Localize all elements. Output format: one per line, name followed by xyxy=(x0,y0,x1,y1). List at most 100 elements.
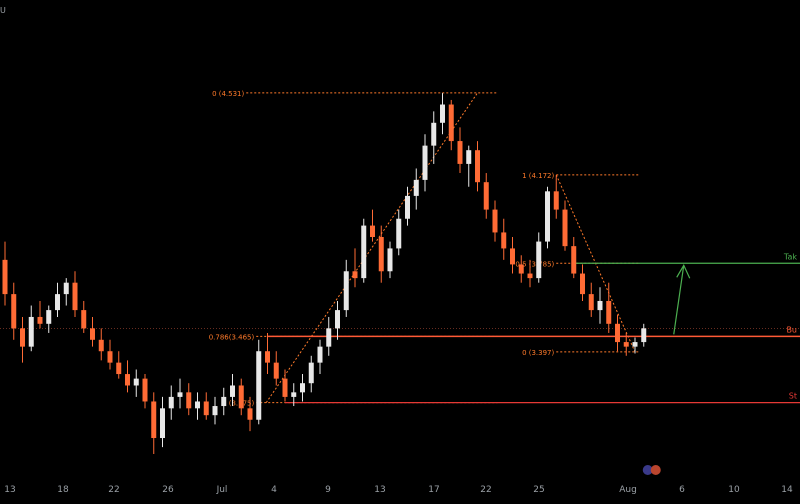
candle-body-up xyxy=(326,328,331,346)
candle-body-up xyxy=(405,196,410,219)
candle-body-up xyxy=(64,283,69,294)
stop-label: St xyxy=(789,392,797,401)
candle-body-up xyxy=(178,392,183,397)
x-tick-label: 22 xyxy=(108,485,119,495)
candle-body-down xyxy=(571,246,576,273)
x-tick-label: 17 xyxy=(428,485,439,495)
x-tick-label: Aug xyxy=(619,485,637,495)
candle-body-up xyxy=(55,294,60,310)
candle-body-down xyxy=(186,392,191,408)
candle-body-up xyxy=(169,397,174,408)
candle-body-up xyxy=(335,310,340,328)
x-tick-label: 13 xyxy=(374,485,385,495)
candle-body-down xyxy=(493,210,498,233)
candle-body-down xyxy=(248,408,253,419)
candle-body-down xyxy=(283,379,288,397)
candle-body-down xyxy=(151,401,156,438)
candle-body-down xyxy=(81,310,86,328)
candle-body-down xyxy=(3,260,8,294)
x-tick-label: Jul xyxy=(216,485,228,495)
candle-body-down xyxy=(519,264,524,273)
candle-body-up xyxy=(46,310,51,324)
candle-body-down xyxy=(11,294,16,328)
candle-body-down xyxy=(458,141,463,164)
candle-body-up xyxy=(466,150,471,164)
take-profit-label: Tak xyxy=(783,252,797,261)
candle-body-up xyxy=(641,328,646,342)
candle-body-down xyxy=(501,232,506,248)
candle-body-down xyxy=(379,237,384,271)
fib1-diagonal xyxy=(266,93,477,403)
candle-body-up xyxy=(300,383,305,392)
candle-body-up xyxy=(29,317,34,347)
candle-body-down xyxy=(99,340,104,351)
candle-body-up xyxy=(423,146,428,180)
x-tick-label: 10 xyxy=(728,485,740,495)
symbol-fragment: U xyxy=(0,6,6,15)
candle-body-down xyxy=(589,294,594,310)
candle-body-up xyxy=(361,226,366,279)
annotations-group xyxy=(643,265,690,475)
time-axis: 13 18 22 26 Jul 4 9 13 17 22 25 Aug 6 10 14 xyxy=(4,485,793,495)
candle-body-down xyxy=(624,342,629,347)
candle-body-down xyxy=(108,351,113,362)
x-tick-label: 14 xyxy=(781,485,793,495)
candle-body-down xyxy=(90,328,95,339)
candle-body-down xyxy=(528,274,533,279)
candle-body-down xyxy=(204,401,209,415)
candle-body-down xyxy=(125,374,130,385)
x-tick-label: 25 xyxy=(533,485,544,495)
candle-body-down xyxy=(475,150,480,182)
x-tick-label: 9 xyxy=(325,485,331,495)
candle-body-down xyxy=(510,248,515,264)
candle-body-down xyxy=(353,271,358,278)
fib2-label-0: 0 (3.397) xyxy=(522,349,554,357)
candle-body-up xyxy=(221,397,226,406)
candle-body-down xyxy=(73,283,78,310)
candle-body-up xyxy=(545,191,550,241)
candle-body-up xyxy=(414,180,419,196)
candle-body-up xyxy=(633,342,638,347)
candle-body-down xyxy=(20,328,25,346)
x-tick-label: 6 xyxy=(679,485,685,495)
candle-body-up xyxy=(598,301,603,310)
fib1-label-0: 0 (4.531) xyxy=(212,90,244,98)
candle-body-down xyxy=(370,226,375,237)
buy-label: Bu xyxy=(786,325,797,334)
fib2-label-1: 1 (4.172) xyxy=(522,172,554,180)
candle-body-up xyxy=(388,248,393,271)
candle-body-up xyxy=(291,392,296,397)
candle-body-down xyxy=(580,274,585,295)
candles-group xyxy=(3,93,647,454)
x-tick-label: 18 xyxy=(57,485,69,495)
candle-body-up xyxy=(256,351,261,420)
x-tick-label: 13 xyxy=(4,485,15,495)
candle-body-up xyxy=(213,406,218,415)
candle-body-up xyxy=(134,379,139,386)
candle-body-down xyxy=(38,317,43,324)
candle-body-down xyxy=(449,105,454,142)
candle-body-down xyxy=(563,210,568,247)
candle-body-down xyxy=(606,301,611,324)
candle-body-down xyxy=(265,351,270,362)
candle-body-up xyxy=(431,123,436,146)
x-tick-label: 22 xyxy=(480,485,491,495)
x-tick-label: 4 xyxy=(271,485,277,495)
x-tick-label: 26 xyxy=(162,485,174,495)
candle-body-up xyxy=(536,242,541,279)
candle-body-down xyxy=(143,379,148,402)
target-arrow-shaft xyxy=(674,265,684,334)
flag-icon xyxy=(651,465,661,475)
candle-body-down xyxy=(116,363,121,374)
candle-body-down xyxy=(484,182,489,209)
candle-body-up xyxy=(318,347,323,363)
candle-body-up xyxy=(309,363,314,384)
fib1-label-0786: 0.786(3.465) xyxy=(209,333,255,341)
candle-body-up xyxy=(396,219,401,249)
candle-body-up xyxy=(160,408,165,438)
candle-body-up xyxy=(440,105,445,123)
candle-body-up xyxy=(195,401,200,408)
candle-body-down xyxy=(615,324,620,342)
